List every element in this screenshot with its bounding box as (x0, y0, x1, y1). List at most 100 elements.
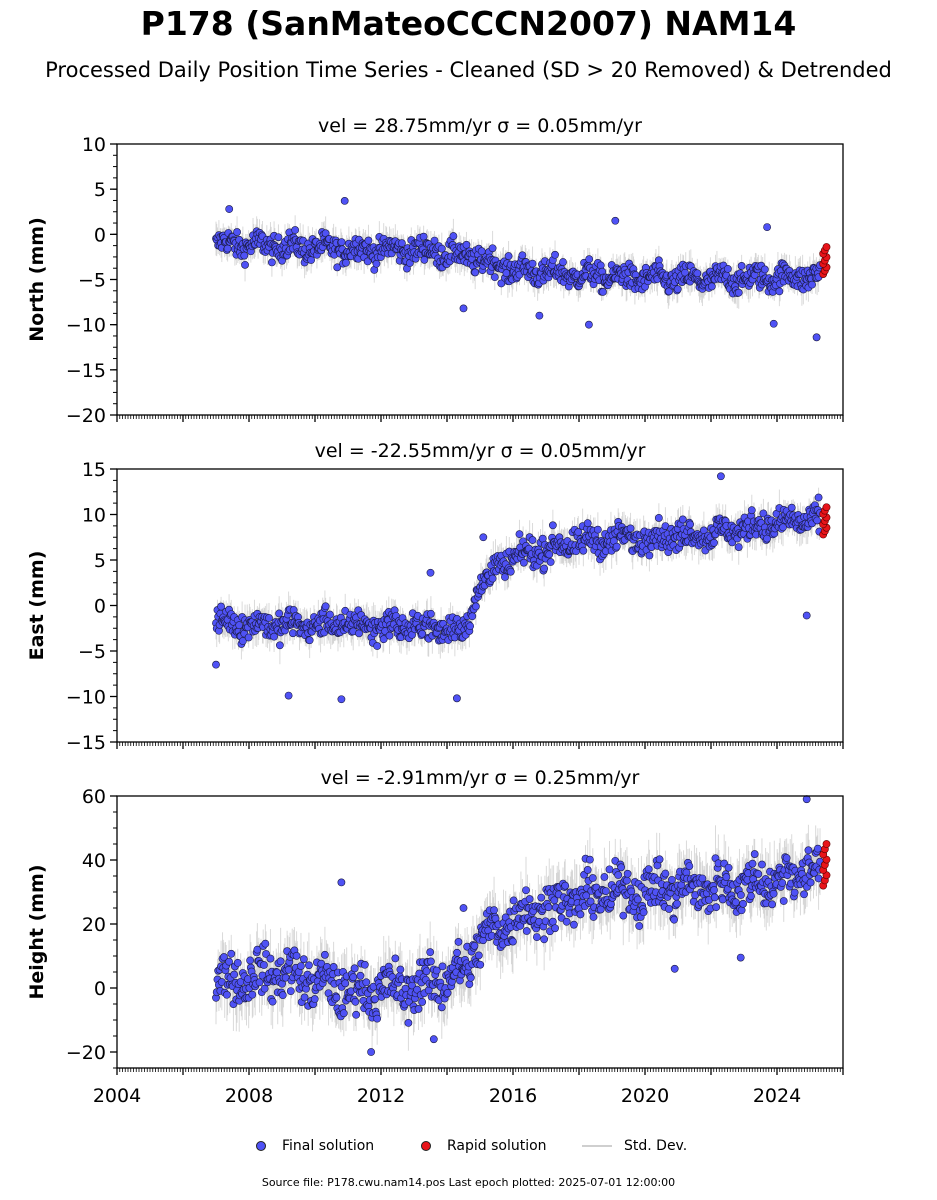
final-point (286, 987, 295, 996)
final-point (787, 503, 796, 512)
final-point (212, 660, 220, 669)
final-point (364, 236, 373, 245)
final-point (426, 568, 435, 577)
final-point (230, 970, 239, 979)
y-axis-label: East (mm) (26, 551, 48, 661)
final-point (490, 273, 499, 282)
rapid-point (822, 503, 831, 512)
final-point (289, 629, 297, 638)
final-point (307, 256, 316, 264)
rapid-point (822, 243, 831, 251)
final-point (297, 962, 305, 970)
final-point (310, 995, 319, 1003)
y-tick-label: 15 (82, 459, 106, 481)
final-point (501, 573, 509, 581)
final-point (268, 258, 276, 267)
final-point (305, 961, 313, 970)
final-point (585, 255, 594, 264)
final-point (227, 949, 236, 958)
final-point (265, 614, 273, 622)
final-point (515, 530, 524, 539)
final-point (320, 950, 329, 959)
final-point (747, 506, 756, 515)
final-point (723, 264, 732, 273)
final-point (261, 939, 270, 948)
final-point (535, 311, 544, 320)
final-point (548, 521, 557, 530)
final-point (292, 951, 301, 960)
final-point (372, 259, 381, 268)
final-point (506, 567, 515, 576)
final-point (337, 238, 346, 246)
final-point (540, 564, 549, 573)
final-point (593, 525, 602, 534)
final-point (707, 282, 716, 291)
y-tick-label: 10 (82, 134, 106, 156)
final-point (270, 632, 278, 641)
final-point (775, 287, 784, 296)
final-point (426, 609, 435, 618)
final-point (574, 528, 583, 536)
final-point (373, 642, 382, 650)
final-point (645, 551, 654, 560)
y-tick-label: −10 (66, 687, 106, 709)
final-point (559, 258, 567, 266)
panel-title: vel = -22.55mm/yr σ = 0.05mm/yr (315, 440, 646, 462)
y-tick-label: −5 (78, 270, 106, 292)
final-point (274, 233, 283, 242)
final-point (468, 612, 477, 621)
final-point (479, 533, 488, 542)
final-point (585, 320, 593, 329)
y-axis-label: North (mm) (26, 217, 48, 342)
final-point (583, 519, 592, 528)
final-point (808, 280, 816, 289)
final-point (488, 244, 497, 253)
final-point (546, 558, 555, 566)
final-point (217, 602, 225, 611)
y-tick-label: 10 (82, 505, 106, 527)
final-point (246, 956, 255, 965)
final-point (466, 622, 474, 631)
y-tick-label: 5 (94, 550, 106, 572)
final-point (814, 493, 823, 502)
final-point (551, 250, 559, 259)
final-point (222, 990, 231, 999)
chart-subtitle: Processed Daily Position Time Series - C… (45, 58, 892, 82)
final-point (734, 543, 743, 552)
final-point (225, 957, 233, 966)
final-point (528, 259, 537, 268)
final-point (333, 263, 342, 272)
y-tick-label: 0 (94, 596, 106, 618)
final-point (654, 514, 663, 522)
final-point (238, 637, 247, 645)
final-point (291, 226, 300, 234)
final-point (233, 958, 242, 967)
final-point (518, 251, 527, 260)
final-point (519, 558, 528, 567)
final-point (275, 609, 284, 618)
final-point (299, 955, 308, 964)
final-point (737, 261, 746, 270)
final-point (673, 285, 682, 294)
y-tick-label: −15 (66, 732, 106, 754)
final-point (260, 961, 268, 969)
final-point (278, 991, 287, 1000)
final-point (223, 244, 232, 253)
final-point (717, 472, 725, 481)
final-point (255, 978, 264, 987)
final-point (241, 260, 249, 269)
final-point (599, 288, 607, 296)
final-point (379, 635, 388, 644)
final-point (337, 695, 346, 704)
final-point (462, 240, 471, 249)
y-tick-label: −5 (78, 641, 106, 663)
final-point (504, 252, 513, 260)
final-point (419, 232, 428, 241)
y-tick-label: −20 (66, 405, 106, 427)
panel-title: vel = 28.75mm/yr σ = 0.05mm/yr (318, 115, 642, 137)
final-point (437, 244, 446, 253)
final-point (769, 319, 778, 328)
final-point (430, 236, 439, 245)
final-point (300, 993, 309, 1002)
